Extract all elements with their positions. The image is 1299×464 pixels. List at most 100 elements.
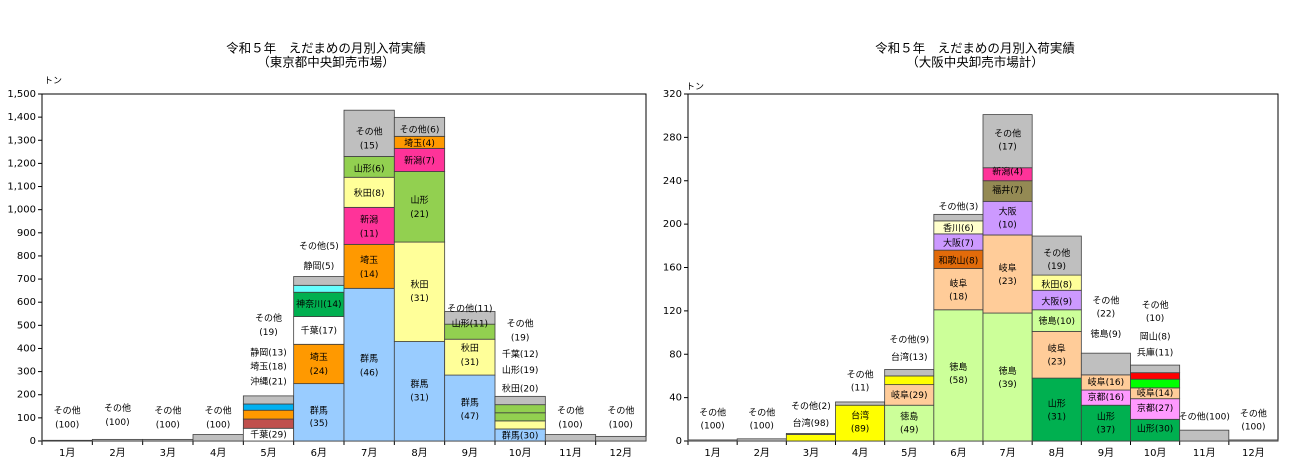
bar-segment-yamagata xyxy=(393,171,446,243)
data-label: その他 xyxy=(1240,407,1267,419)
y-tick-label: 500 xyxy=(17,320,36,331)
bar-segment-akita xyxy=(494,420,546,430)
chart-title: 令和５年 えだまめの月別入荷実績 xyxy=(875,41,1075,56)
bar-segment-chiba2 xyxy=(293,316,345,345)
data-label: 秋田 xyxy=(461,342,479,354)
data-label: (11) xyxy=(360,229,378,239)
data-label: その他 xyxy=(154,404,181,416)
x-tick-label: 3月 xyxy=(803,447,819,459)
data-label: (100) xyxy=(558,420,582,430)
data-label: その他 xyxy=(748,406,775,418)
bar-segment-taiwan xyxy=(835,404,886,442)
data-label: 群馬 xyxy=(310,404,328,416)
data-label: (100) xyxy=(609,420,633,430)
data-label: (31) xyxy=(410,394,428,404)
x-tick-label: 1月 xyxy=(59,447,75,459)
data-label: その他(9) xyxy=(889,334,929,346)
data-label: 千葉(17) xyxy=(301,325,337,337)
bar-segment-other xyxy=(494,395,546,406)
data-label: その他(11) xyxy=(447,303,492,315)
data-label: 徳島(9) xyxy=(1091,328,1122,340)
bar-segment-other2 xyxy=(1179,429,1230,442)
data-label: (100) xyxy=(55,420,79,430)
data-label: 秋田(8) xyxy=(1041,278,1072,290)
data-label: その他 xyxy=(847,368,874,380)
y-tick-label: 280 xyxy=(663,132,682,143)
data-label: (19) xyxy=(1048,262,1066,272)
data-label: 山形 xyxy=(410,194,428,206)
data-label: 兵庫(11) xyxy=(1137,347,1173,359)
bar-segment-other2 xyxy=(1130,364,1181,374)
bar-segment-saitama xyxy=(293,343,345,385)
y-tick-label: 200 xyxy=(17,390,36,401)
data-label: その他 xyxy=(699,406,726,418)
x-tick-label: 6月 xyxy=(311,447,327,459)
data-label: 大阪(9) xyxy=(1041,296,1072,308)
data-label: (58) xyxy=(949,376,967,386)
x-tick-label: 8月 xyxy=(411,447,427,459)
x-tick-label: 2月 xyxy=(754,447,770,459)
data-label: 山形(19) xyxy=(502,364,538,376)
data-label: 徳島(10) xyxy=(1039,315,1075,327)
x-tick-label: 5月 xyxy=(901,447,917,459)
bar-segment-other xyxy=(785,433,836,435)
y-tick-label: 1,100 xyxy=(7,182,36,193)
data-label: 群馬 xyxy=(410,378,428,390)
data-label: (23) xyxy=(998,277,1016,287)
y-tick-label: 80 xyxy=(669,349,682,360)
data-label: 香川(6) xyxy=(943,223,974,234)
bar-segment-other xyxy=(393,116,446,137)
bar-segment-other xyxy=(884,369,935,377)
data-label: 埼玉(18) xyxy=(250,360,286,372)
bar-segment-gifu xyxy=(1031,331,1082,379)
y-tick-label: 320 xyxy=(663,89,682,100)
unit-label: トン xyxy=(44,77,62,87)
data-label: その他(6) xyxy=(400,123,440,135)
data-label: 静岡(5) xyxy=(303,260,334,272)
data-label: その他 xyxy=(104,402,131,414)
bar-segment-shizuoka xyxy=(242,403,295,411)
bar-segment-gifu xyxy=(982,234,1033,314)
y-tick-label: 400 xyxy=(17,343,36,354)
data-label: その他 xyxy=(205,404,232,416)
data-label: 徳島 xyxy=(900,411,918,423)
data-label: (31) xyxy=(410,294,428,304)
data-label: (100) xyxy=(1241,422,1265,432)
y-tick-label: 600 xyxy=(17,297,36,308)
x-tick-label: 12月 xyxy=(1242,447,1265,459)
bar-segment-okayama xyxy=(1130,372,1181,380)
data-label: (11) xyxy=(851,383,869,393)
data-label: 新潟(7) xyxy=(404,155,435,167)
bar-segment-tokushima xyxy=(982,312,1033,442)
unit-label: トン xyxy=(686,83,704,93)
bar-segment-gifu xyxy=(933,268,984,311)
data-label: 新潟 xyxy=(360,214,378,226)
data-label: (21) xyxy=(410,210,428,220)
y-tick-label: 1,400 xyxy=(7,112,36,123)
x-tick-label: 7月 xyxy=(361,447,377,459)
bar-segment-okinawa xyxy=(242,418,295,429)
bar-segment-shizuoka2 xyxy=(293,284,345,293)
bar-segment-hyogo xyxy=(1130,378,1181,389)
bar-segment-yamagata xyxy=(494,412,546,422)
bar-segment-other xyxy=(91,438,144,442)
data-label: その他(3) xyxy=(939,200,979,212)
y-tick-label: 40 xyxy=(669,393,682,404)
data-label: その他 xyxy=(1092,295,1119,307)
x-tick-label: 8月 xyxy=(1049,447,1065,459)
x-tick-label: 10月 xyxy=(1144,447,1167,459)
x-tick-label: 4月 xyxy=(852,447,868,459)
bar-segment-other xyxy=(736,438,787,442)
data-label: その他(2) xyxy=(791,400,831,412)
y-tick-label: 1,300 xyxy=(7,135,36,146)
y-tick-label: 1,200 xyxy=(7,158,36,169)
data-label: (19) xyxy=(511,334,529,344)
bar-segment-other xyxy=(595,435,647,442)
bar-segment-other xyxy=(444,311,496,325)
data-label: (89) xyxy=(851,425,869,435)
data-label: その他 xyxy=(356,126,383,138)
data-label: 神奈川(14) xyxy=(296,298,341,310)
data-label: 岐阜(14) xyxy=(1137,387,1173,399)
data-label: (49) xyxy=(900,426,918,436)
data-label: その他 xyxy=(507,318,534,330)
